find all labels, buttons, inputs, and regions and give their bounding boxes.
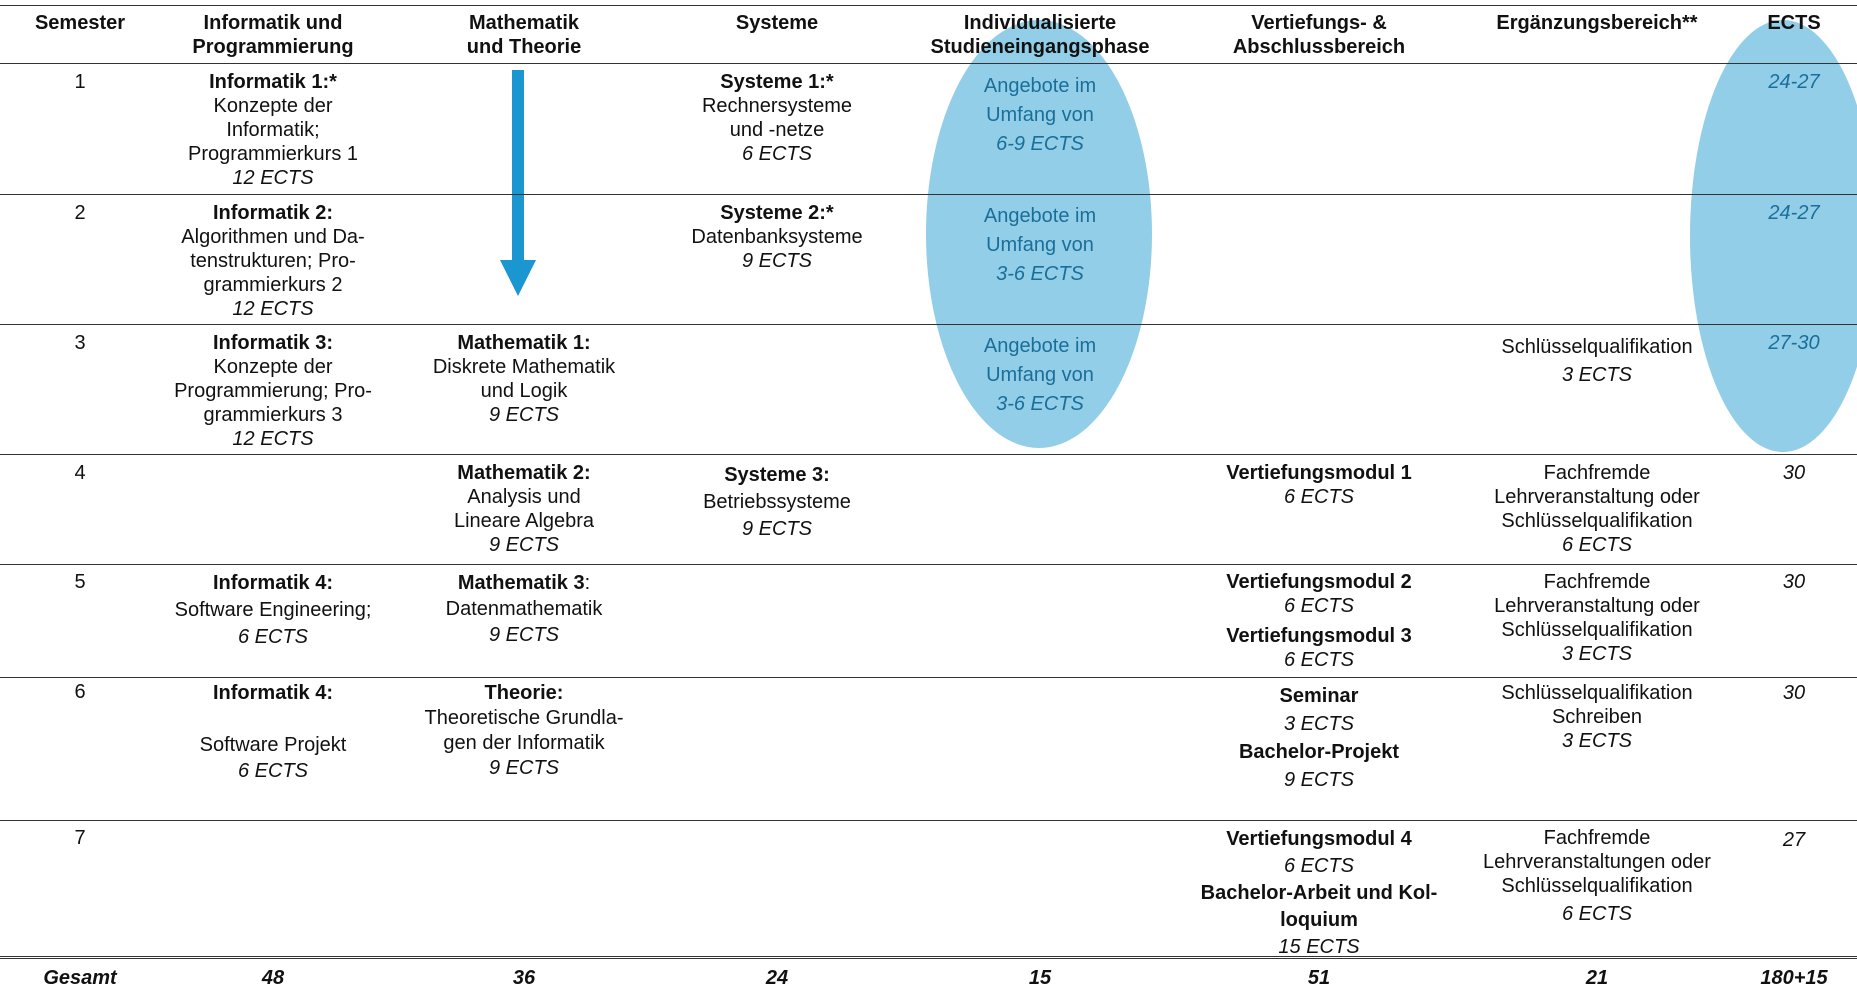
vertiefung-semester-6: Seminar 3 ECTS Bachelor-Projekt 9 ECTS xyxy=(1238,685,1400,791)
ects-semester-1: 24-27 xyxy=(1768,71,1820,93)
ects-semester-5: 30 xyxy=(1782,571,1806,593)
module-systeme-2: Systeme 2:* Datenbanksysteme 9 ECTS xyxy=(691,202,863,272)
rule-top xyxy=(0,5,1857,6)
rule-row3 xyxy=(0,454,1857,455)
isp-offer-1: Angebote im Umfang von 6-9 ECTS xyxy=(983,75,1097,155)
header-vertiefung: Vertiefungs- & Abschlussbereich xyxy=(1232,12,1406,58)
semester-number: 4 xyxy=(74,462,86,484)
ects-highlight-ellipse xyxy=(1690,20,1857,452)
isp-highlight-ellipse xyxy=(926,20,1152,448)
rule-row5 xyxy=(0,677,1857,678)
vertiefung-semester-7: Vertiefungsmodul 4 6 ECTS Bachelor-Arbei… xyxy=(1200,828,1438,958)
header-mathematik: Mathematik und Theorie xyxy=(466,12,582,58)
total-label: Gesamt xyxy=(43,967,117,989)
ergaenzung-semester-6: Schlüsselqualifikation Schreiben 3 ECTS xyxy=(1501,682,1693,752)
total-systeme: 24 xyxy=(765,967,789,989)
rule-row4 xyxy=(0,564,1857,565)
semester-number: 2 xyxy=(74,202,86,224)
isp-offer-3: Angebote im Umfang von 3-6 ECTS xyxy=(983,335,1097,415)
module-systeme-1: Systeme 1:* Rechnersysteme und -netze 6 … xyxy=(701,71,853,165)
down-arrow-icon xyxy=(500,70,536,296)
header-semester: Semester xyxy=(34,12,126,34)
ects-semester-2: 24-27 xyxy=(1768,202,1820,224)
ergaenzung-semester-3: Schlüsselqualifikation 3 ECTS xyxy=(1501,336,1693,386)
rule-total xyxy=(0,956,1857,959)
total-ects: 180+15 xyxy=(1760,967,1828,989)
semester-number: 3 xyxy=(74,332,86,354)
module-mathematik-2: Mathematik 2: Analysis und Lineare Algeb… xyxy=(453,462,595,556)
module-mathematik-1: Mathematik 1: Diskrete Mathematik und Lo… xyxy=(432,332,616,426)
ects-semester-4: 30 xyxy=(1782,462,1806,484)
semester-number: 6 xyxy=(74,681,86,703)
vertiefung-semester-4: Vertiefungsmodul 1 6 ECTS xyxy=(1226,462,1412,508)
total-ergaenzung: 21 xyxy=(1585,967,1609,989)
total-isp: 15 xyxy=(1028,967,1052,989)
header-isp: Individualisierte Studieneingangsphase xyxy=(930,12,1150,58)
module-informatik-4-projekt: Informatik 4: Software Projekt 6 ECTS xyxy=(199,682,347,782)
module-informatik-3: Informatik 3: Konzepte der Programmierun… xyxy=(174,332,372,450)
header-informatik: Informatik und Programmierung xyxy=(192,12,354,58)
ects-semester-6: 30 xyxy=(1782,682,1806,704)
ects-semester-7: 27 xyxy=(1782,829,1806,851)
module-informatik-4: Informatik 4: Software Engineering; 6 EC… xyxy=(174,572,372,648)
total-mathematik: 36 xyxy=(512,967,536,989)
rule-row2 xyxy=(0,324,1857,325)
vertiefung-semester-5: Vertiefungsmodul 2 6 ECTS Vertiefungsmod… xyxy=(1226,571,1412,671)
header-ects: ECTS xyxy=(1767,12,1821,34)
rule-row1 xyxy=(0,194,1857,195)
module-systeme-3: Systeme 3: Betriebssysteme 9 ECTS xyxy=(703,464,851,540)
isp-offer-2: Angebote im Umfang von 3-6 ECTS xyxy=(983,205,1097,285)
module-theorie: Theorie: Theoretische Grundla- gen der I… xyxy=(424,682,624,779)
total-vertiefung: 51 xyxy=(1307,967,1331,989)
ergaenzung-semester-5: Fachfremde Lehrveranstaltung oder Schlüs… xyxy=(1494,571,1700,665)
module-mathematik-3: Mathematik 3: Datenmathematik 9 ECTS xyxy=(445,572,603,646)
module-informatik-2: Informatik 2: Algorithmen und Da- tenstr… xyxy=(181,202,365,320)
header-ergaenzung: Ergänzungsbereich** xyxy=(1496,12,1698,34)
module-informatik-1: Informatik 1:* Konzepte der Informatik; … xyxy=(187,71,359,189)
ergaenzung-semester-4: Fachfremde Lehrveranstaltung oder Schlüs… xyxy=(1494,462,1700,556)
semester-number: 7 xyxy=(74,827,86,849)
semester-number: 1 xyxy=(74,71,86,93)
ergaenzung-semester-7: Fachfremde Lehrveranstaltungen oder Schl… xyxy=(1483,827,1711,925)
rule-header xyxy=(0,63,1857,64)
semester-number: 5 xyxy=(74,571,86,593)
total-informatik: 48 xyxy=(261,967,285,989)
rule-row6 xyxy=(0,820,1857,821)
ects-semester-3: 27-30 xyxy=(1768,332,1820,354)
header-systeme: Systeme xyxy=(735,12,819,34)
